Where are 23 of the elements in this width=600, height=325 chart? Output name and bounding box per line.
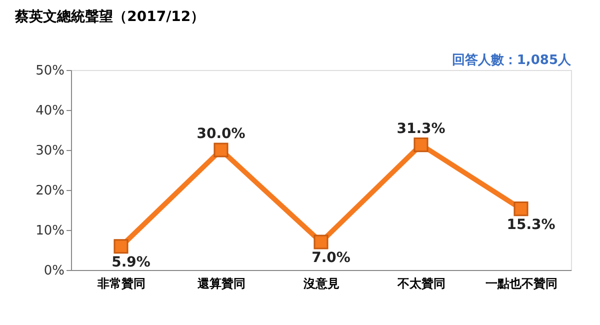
text: 5.9% — [112, 254, 150, 270]
x-tick-label: 還算贊同 — [196, 276, 246, 290]
text: 15.3% — [506, 216, 556, 233]
y-tick-label: 0% — [44, 264, 64, 278]
text: 7.0% — [312, 250, 350, 266]
text: 30.0% — [196, 126, 246, 142]
y-tick-label: 50% — [36, 64, 64, 78]
y-tick-label: 40% — [36, 104, 64, 118]
x-tick-label: 一點也不贊同 — [486, 276, 558, 290]
y-tick-label: 20% — [36, 184, 64, 198]
text: 回答人數：1,085人 — [452, 53, 572, 68]
x-tick-label: 不太贊同 — [396, 276, 446, 290]
text: 31.3% — [396, 120, 446, 137]
y-tick-label: 10% — [36, 224, 64, 238]
x-tick-label: 非常贊同 — [96, 276, 146, 290]
chart-title: 蔡英文總統聲望（2017/12） — [14, 8, 205, 25]
y-tick-label: 30% — [36, 144, 64, 158]
point — [414, 138, 428, 152]
point — [514, 202, 528, 216]
point — [214, 142, 228, 158]
point — [114, 239, 128, 254]
point — [314, 234, 328, 250]
x-tick-label: 沒意見 — [302, 276, 340, 290]
